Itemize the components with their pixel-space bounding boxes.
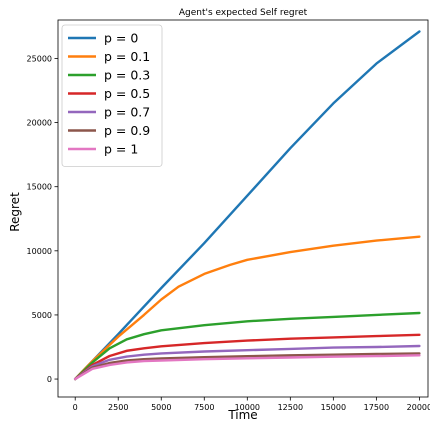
axes-layer: 0 2500 5000 7500 10000 12500 15000 17500 20000 0 5… — [27, 54, 430, 412]
x-tick-label-5: 12500 — [278, 403, 303, 412]
legend-label-3: p = 0.5 — [104, 86, 150, 101]
x-tick-label-0: 0 — [73, 403, 78, 412]
y-axis-title: Regret — [8, 192, 22, 232]
legend-label-2: p = 0.3 — [104, 68, 150, 83]
series-line-1 — [73, 235, 421, 381]
y-tick-label-5: 25000 — [27, 54, 52, 63]
legend-label-1: p = 0.1 — [104, 49, 150, 64]
y-tick-label-3: 15000 — [27, 183, 52, 192]
plot-area — [57, 19, 429, 398]
y-tick-label-1: 5000 — [32, 311, 52, 320]
y-tick-label-2: 10000 — [27, 247, 52, 256]
series-line-5 — [73, 352, 421, 381]
series-line-2 — [73, 311, 421, 381]
x-tick-label-2: 5000 — [151, 403, 171, 412]
series-layer — [73, 30, 421, 381]
plot-frame — [57, 19, 429, 398]
x-tick-label-6: 15000 — [321, 403, 346, 412]
legend-label-4: p = 0.7 — [104, 105, 150, 120]
series-line-3 — [73, 333, 421, 381]
x-tick-label-7: 17500 — [364, 403, 389, 412]
chart-title: Agent's expected Self regret — [179, 8, 308, 18]
legend-label-5: p = 0.9 — [104, 123, 150, 138]
series-line-4 — [73, 344, 421, 381]
legend-label-6: p = 1 — [104, 142, 138, 157]
y-tick-label-4: 20000 — [27, 119, 52, 128]
x-tick-label-3: 7500 — [194, 403, 214, 412]
x-axis-title: Time — [227, 408, 257, 422]
x-tick-label-8: 20000 — [407, 403, 430, 412]
legend-label-0: p = 0 — [104, 31, 138, 46]
x-tick-label-1: 2500 — [108, 403, 128, 412]
y-tick-label-0: 0 — [47, 375, 52, 384]
series-line-6 — [73, 354, 421, 381]
legend: p = 0 p = 0.1 p = 0.3 p = 0.5 p = 0.7 p = 0.9… — [61, 24, 163, 167]
x-tick-label-4: 10000 — [235, 403, 260, 412]
